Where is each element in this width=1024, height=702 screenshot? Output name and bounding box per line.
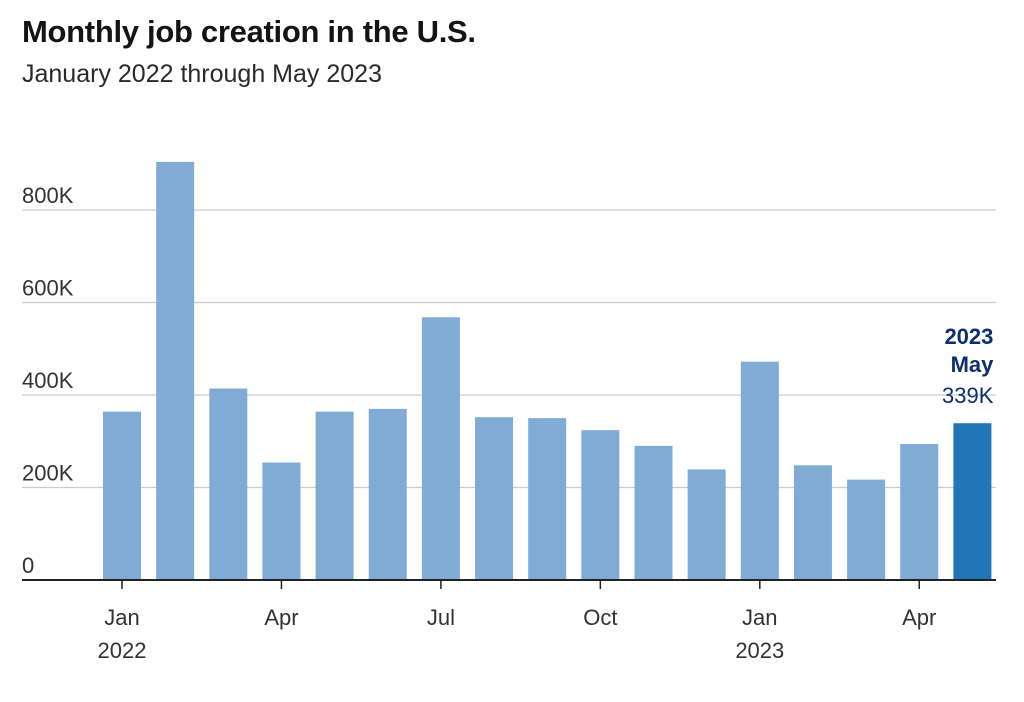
x-tick-year-label: 2023 xyxy=(735,638,784,663)
highlight-annotation: 2023 May 339K xyxy=(942,324,994,408)
annotation-month: May xyxy=(951,352,995,377)
x-tick-label: Jul xyxy=(427,605,455,630)
y-tick-label: 600K xyxy=(22,276,74,301)
bar-highlighted xyxy=(953,423,992,580)
axes xyxy=(22,579,996,589)
bar xyxy=(475,417,514,580)
x-tick-label: Jan xyxy=(104,605,139,630)
x-tick-label: Jan xyxy=(742,605,777,630)
bar xyxy=(315,411,354,580)
annotation-value: 339K xyxy=(942,383,994,408)
bar xyxy=(209,388,248,580)
bar xyxy=(103,411,141,580)
x-tick-label: Apr xyxy=(902,605,936,630)
bar xyxy=(528,418,567,580)
x-tick-year-label: 2022 xyxy=(98,638,147,663)
y-tick-label: 200K xyxy=(22,461,74,486)
chart-title: Monthly job creation in the U.S. xyxy=(22,14,476,49)
y-tick-label: 800K xyxy=(22,183,74,208)
bar xyxy=(687,469,726,580)
bar xyxy=(156,161,195,580)
annotation-year: 2023 xyxy=(944,324,993,349)
bar xyxy=(262,462,301,580)
bar xyxy=(581,430,620,580)
tick-labels: 0 200K 400K 600K 800K Jan 2022 Apr Jul Oct Jan 2023… xyxy=(22,183,936,663)
bar xyxy=(793,465,832,580)
bar xyxy=(847,479,886,580)
bar xyxy=(900,444,939,580)
bar xyxy=(368,408,407,580)
chart-subtitle: January 2022 through May 2023 xyxy=(22,60,382,88)
y-tick-label: 0 xyxy=(22,553,34,578)
bar xyxy=(421,317,460,580)
x-tick-label: Apr xyxy=(264,605,298,630)
y-tick-label: 400K xyxy=(22,368,74,393)
bar xyxy=(740,361,779,580)
bar xyxy=(634,445,673,580)
x-tick-label: Oct xyxy=(583,605,617,630)
bars xyxy=(103,161,992,580)
